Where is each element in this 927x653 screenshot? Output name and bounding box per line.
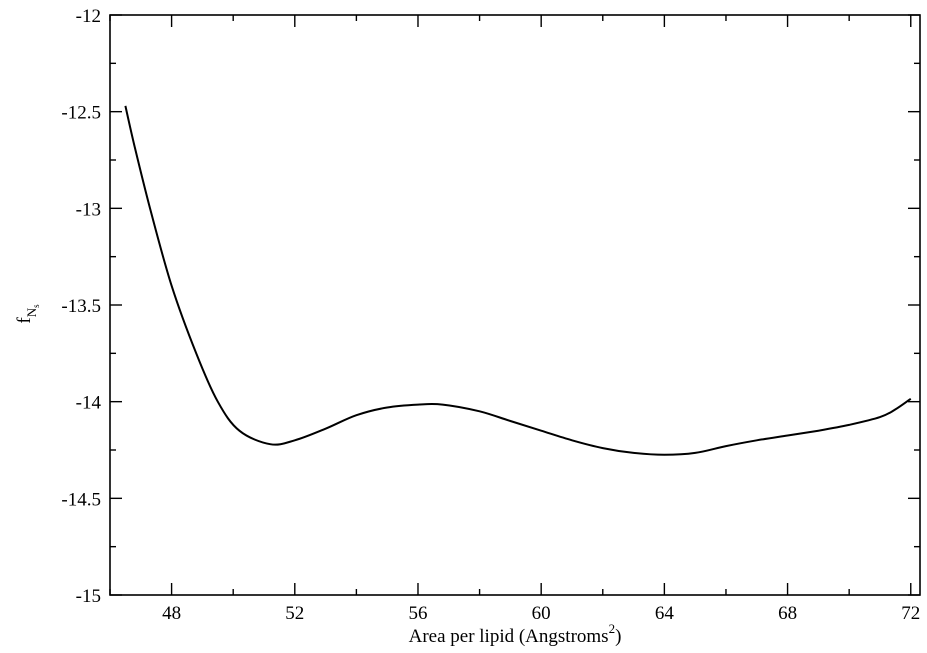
x-tick-label: 60 bbox=[532, 603, 551, 624]
x-tick-label: 56 bbox=[408, 603, 427, 624]
y-tick-labels: -15 -14.5 -14 -13.5 -13 -12.5 -12 bbox=[61, 6, 101, 607]
y-tick-label: -12.5 bbox=[61, 103, 101, 124]
y-tick-label: -13 bbox=[76, 199, 101, 220]
x-tick-label: 52 bbox=[285, 603, 304, 624]
y-axis-label: fNs bbox=[14, 304, 41, 324]
plot-frame bbox=[109, 14, 921, 596]
y-tick-label: -12 bbox=[76, 6, 101, 27]
y-tick-label: -13.5 bbox=[61, 296, 101, 317]
series-line bbox=[124, 105, 912, 456]
x-tick-labels: 48 52 56 60 64 68 72 bbox=[162, 603, 920, 624]
x-tick-label: 72 bbox=[901, 603, 920, 624]
y-tick-label: -14 bbox=[76, 393, 102, 414]
y-tick-label: -15 bbox=[76, 586, 101, 607]
y-tick-label: -14.5 bbox=[61, 489, 101, 510]
x-tick-label: 48 bbox=[162, 603, 181, 624]
x-tick-label: 68 bbox=[778, 603, 797, 624]
svg-text:fNs: fNs bbox=[14, 304, 41, 324]
axis-ticks bbox=[109, 14, 920, 596]
x-tick-label: 64 bbox=[655, 603, 675, 624]
x-axis-label: Area per lipid (Angstroms2) bbox=[409, 621, 622, 647]
